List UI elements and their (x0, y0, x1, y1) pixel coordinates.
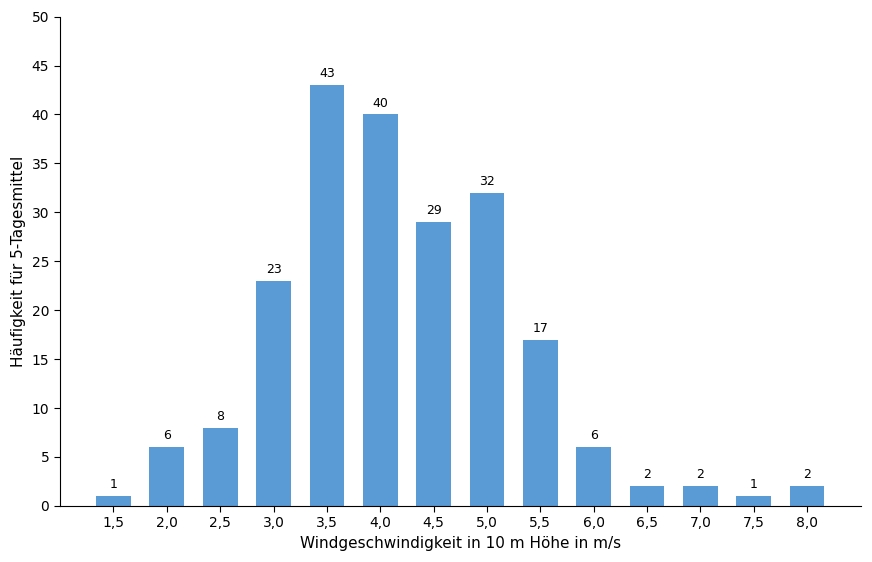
Bar (790, 486, 824, 506)
Y-axis label: Häufigkeit für 5-Tagesmittel: Häufigkeit für 5-Tagesmittel (11, 156, 26, 367)
Text: 43: 43 (319, 67, 335, 80)
X-axis label: Windgeschwindigkeit in 10 m Höhe in m/s: Windgeschwindigkeit in 10 m Höhe in m/s (300, 536, 621, 551)
Text: 1: 1 (110, 478, 118, 491)
Bar (363, 115, 398, 506)
Text: 2: 2 (697, 469, 705, 482)
Bar (256, 281, 291, 506)
Text: 6: 6 (163, 429, 171, 442)
Bar (470, 193, 504, 506)
Text: 8: 8 (216, 410, 224, 423)
Bar (737, 496, 771, 506)
Text: 2: 2 (644, 469, 651, 482)
Text: 40: 40 (372, 97, 388, 110)
Text: 23: 23 (266, 263, 282, 276)
Bar (203, 428, 237, 506)
Text: 32: 32 (479, 175, 494, 188)
Bar (523, 339, 558, 506)
Bar (149, 447, 184, 506)
Bar (96, 496, 131, 506)
Bar (416, 222, 451, 506)
Bar (310, 85, 344, 506)
Text: 29: 29 (426, 204, 441, 217)
Text: 6: 6 (589, 429, 597, 442)
Text: 17: 17 (533, 321, 548, 334)
Text: 1: 1 (750, 478, 758, 491)
Text: 2: 2 (803, 469, 811, 482)
Bar (630, 486, 664, 506)
Bar (683, 486, 718, 506)
Bar (576, 447, 611, 506)
